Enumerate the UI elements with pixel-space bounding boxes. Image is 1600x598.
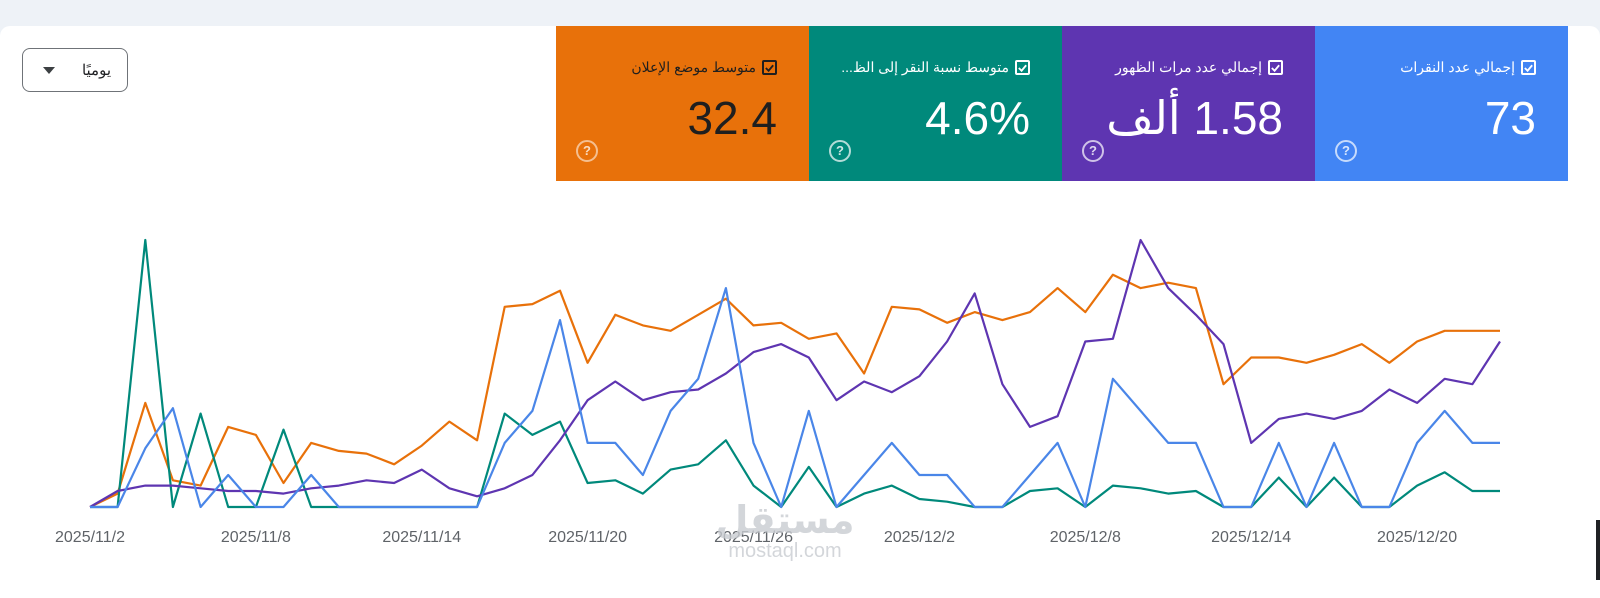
dropdown-label: يوميًا (81, 62, 111, 79)
x-tick-label: 2025/11/26 (714, 529, 793, 546)
x-tick-label: 2025/11/20 (548, 529, 627, 546)
series-line-2 (89, 238, 1501, 508)
x-tick-label: 2025/11/8 (221, 529, 291, 546)
checkbox-icon[interactable] (762, 60, 777, 75)
help-icon[interactable]: ? (1082, 140, 1104, 162)
series-line-3 (90, 286, 1500, 509)
metric-card-title-text: إجمالي عدد مرات الظهور (1115, 59, 1262, 75)
watermark: مستقل mostaql.com (700, 500, 870, 562)
watermark-latin: mostaql.com (728, 540, 842, 562)
metric-card-title-text: متوسط نسبة النقر إلى الظ... (841, 59, 1009, 75)
metric-card-value: 73 (1484, 92, 1536, 144)
dropdown-caret-icon (43, 66, 55, 74)
metric-card-title: متوسط موضع الإعلان (631, 59, 777, 76)
metric-card-title: متوسط نسبة النقر إلى الظ... (841, 59, 1030, 76)
help-icon[interactable]: ? (1335, 140, 1357, 162)
metric-card-title: إجمالي عدد مرات الظهور (1115, 59, 1283, 76)
metric-card-title: إجمالي عدد النقرات (1400, 59, 1536, 76)
help-icon[interactable]: ? (576, 140, 598, 162)
x-tick-label: 2025/12/8 (1050, 529, 1121, 546)
help-icon[interactable]: ? (829, 140, 851, 162)
x-tick-label: 2025/11/2 (55, 529, 125, 546)
metric-cards: متوسط موضع الإعلان 32.4 ? متوسط نسبة الن… (556, 26, 1568, 181)
metric-card-avg-position[interactable]: متوسط موضع الإعلان 32.4 ? (556, 26, 809, 181)
metric-card-value: 1.58 ألف (1106, 92, 1283, 144)
metric-card-impressions[interactable]: إجمالي عدد مرات الظهور 1.58 ألف ? (1062, 26, 1315, 181)
x-tick-label: 2025/12/20 (1377, 529, 1457, 546)
metric-card-ctr[interactable]: متوسط نسبة النقر إلى الظ... 4.6% ? (809, 26, 1062, 181)
granularity-dropdown[interactable]: يوميًا (22, 48, 128, 92)
checkbox-icon[interactable] (1268, 60, 1283, 75)
checkbox-icon[interactable] (1015, 60, 1030, 75)
metric-card-value: 4.6% (925, 92, 1030, 144)
x-tick-label: 2025/11/14 (382, 529, 461, 546)
metric-card-title-text: إجمالي عدد النقرات (1400, 59, 1515, 75)
x-tick-label: 2025/12/14 (1211, 529, 1291, 546)
metric-card-title-text: متوسط موضع الإعلان (631, 59, 756, 75)
metric-card-value: 32.4 (687, 92, 777, 144)
series-line-1 (90, 238, 1500, 509)
x-tick-label: 2025/12/2 (884, 529, 955, 546)
series-line-0 (89, 273, 1500, 508)
metric-card-clicks[interactable]: إجمالي عدد النقرات 73 ? (1315, 26, 1568, 181)
watermark-arabic: مستقل (715, 498, 855, 542)
performance-line-chart: 2025/11/2 2025/11/8 2025/11/14 2025/11/20 20… (55, 238, 1501, 546)
checkbox-icon[interactable] (1521, 60, 1536, 75)
scrollbar[interactable] (1596, 520, 1600, 580)
